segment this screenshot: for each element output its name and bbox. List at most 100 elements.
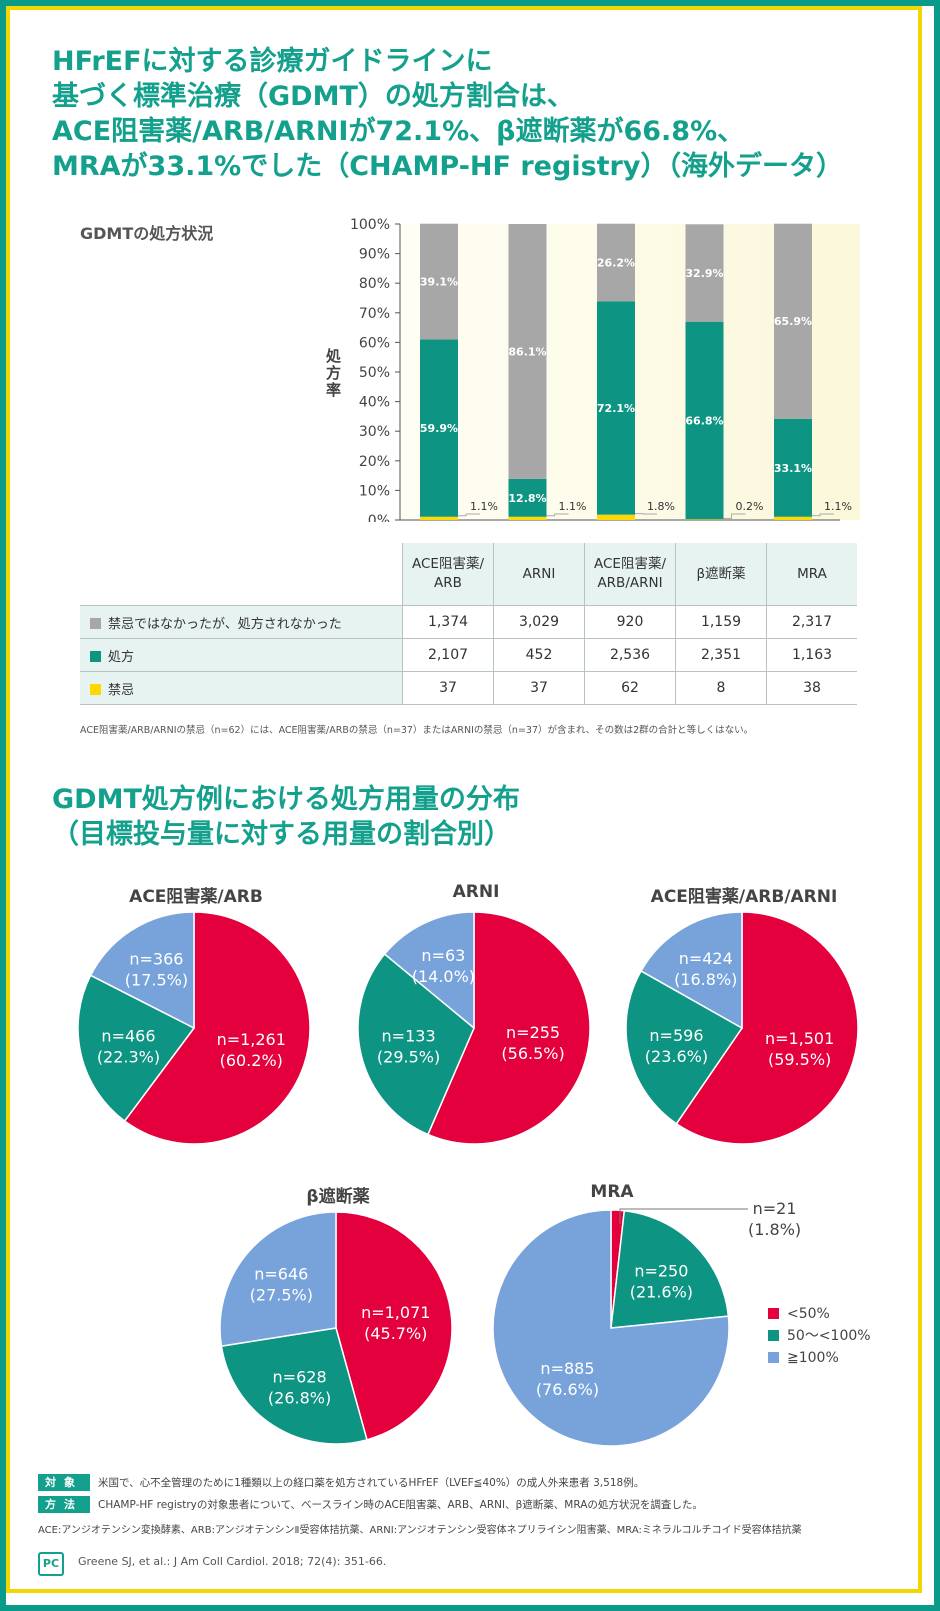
legend-item: ≧100%	[768, 1347, 871, 1369]
pie-n-label: n=628	[273, 1368, 327, 1387]
table-cell: 1,159	[675, 605, 767, 639]
table-row: 禁忌 37 37 62 8 38	[80, 671, 857, 705]
table-col-header: ACE阻害薬/ ARB	[402, 543, 494, 606]
inner-frame	[6, 6, 922, 1593]
contraindication-label: 0.2%	[736, 500, 764, 513]
table-cell: 2,536	[584, 638, 676, 672]
pie-title: ACE阻害薬/ARB	[129, 887, 263, 907]
bar-segment	[774, 516, 812, 520]
table-cell: 3,029	[493, 605, 585, 639]
method-tag: 方法	[38, 1496, 90, 1513]
pie-n-label: n=63	[421, 946, 465, 965]
pie-pct-label: (45.7%)	[364, 1324, 427, 1343]
pie-chart: n=255 (56.5%) n=133 (29.5%) n=63 (14.0%)	[357, 911, 591, 1145]
bar-segment	[508, 478, 547, 517]
pie-n-label: n=1,501	[765, 1029, 834, 1048]
table-cell: 1,163	[766, 638, 857, 672]
table-cell: 1,374	[402, 605, 494, 639]
legend-swatch-yellow	[90, 683, 101, 695]
table-cell: 452	[493, 638, 585, 672]
row-label-text: 処方	[108, 649, 135, 665]
bar-segment	[685, 224, 724, 322]
table-row-label: 処方	[80, 638, 403, 672]
row-label-text: 禁忌ではなかったが、処方されなかった	[108, 616, 342, 632]
pie-title: ACE阻害薬/ARB/ARNI	[650, 887, 838, 907]
bar-value-label: 65.9%	[774, 315, 812, 328]
pie-n-label: n=1,261	[217, 1030, 286, 1049]
pie-n-label: n=366	[129, 950, 183, 969]
pie-n-label: n=255	[506, 1023, 560, 1042]
pie-slice	[357, 953, 475, 1136]
pie-chart: n=1,071 (45.7%) n=628 (26.8%) n=646 (27.5%)	[219, 1211, 453, 1445]
y-tick-label: 70%	[359, 306, 390, 322]
bar-value-label: 86.1%	[508, 345, 546, 358]
callout-pct: (1.8%)	[748, 1220, 802, 1239]
pie-n-label: n=1,071	[361, 1303, 430, 1322]
pie-pct-label: (60.2%)	[220, 1051, 283, 1070]
legend-item: <50%	[768, 1303, 871, 1325]
pie-chart: n=1,261 (60.2%) n=466 (22.3%) n=366 (17.5%)	[77, 911, 311, 1145]
y-tick-label: 0%	[368, 513, 390, 522]
bar-segment	[774, 223, 812, 419]
bar-segment	[508, 224, 547, 479]
pie-slice	[675, 911, 859, 1145]
bar-segment	[508, 516, 547, 520]
legend-label: 50～<100%	[787, 1328, 871, 1344]
y-tick-label: 60%	[359, 335, 390, 351]
row-label-text: 禁忌	[108, 682, 135, 698]
pie-slice	[383, 911, 475, 1030]
table-col-header: MRA	[766, 543, 857, 606]
bar-value-label: 26.2%	[597, 256, 635, 269]
pie-n-label: n=596	[649, 1026, 703, 1045]
y-tick-label: 40%	[359, 395, 390, 411]
table-row-label: 禁忌ではなかったが、処方されなかった	[80, 605, 403, 639]
pie-n-label: n=885	[540, 1359, 594, 1378]
pie-slice	[77, 974, 196, 1123]
callout-n: n=21	[752, 1199, 797, 1218]
abbreviations: ACE:アンジオテンシン変換酵素、ARB:アンジオテンシンⅡ受容体拮抗薬、ARN…	[38, 1525, 802, 1536]
pie-title: β遮断薬	[306, 1187, 370, 1207]
leader-line	[458, 513, 480, 517]
table-cell: 920	[584, 605, 676, 639]
legend-swatch-teal	[90, 650, 101, 662]
pie-title: MRA	[590, 1182, 634, 1202]
bar-segment	[597, 223, 635, 302]
bar-segment	[685, 519, 724, 521]
pie-slice	[610, 1209, 730, 1329]
contraindication-label: 1.1%	[559, 500, 587, 513]
table-col-header: β遮断薬	[675, 543, 767, 606]
headline-line: （目標投与量に対する用量の割合別）	[52, 819, 511, 850]
pie-pct-label: (22.3%)	[97, 1047, 160, 1066]
pie-pct-label: (26.8%)	[268, 1389, 331, 1408]
table-footnote: ACE阻害薬/ARB/ARNIの禁忌（n=62）には、ACE阻害薬/ARBの禁忌…	[80, 725, 754, 736]
leader-line	[812, 513, 834, 517]
bar-chart-title: GDMTの処方状況	[80, 224, 214, 243]
bar-chart: 0% 10% 20% 30% 40% 50% 60% 70% 80% 90% 100% 59.9% 39…	[350, 217, 860, 522]
pie-slice	[219, 1211, 337, 1348]
table-cell: 8	[675, 671, 767, 705]
pie-pct-label: (16.8%)	[674, 970, 737, 989]
pie-n-label: n=250	[634, 1261, 688, 1280]
pie-pct-label: (59.5%)	[768, 1050, 831, 1069]
table-cell: 62	[584, 671, 676, 705]
pie-slice	[625, 969, 744, 1125]
citation: Greene SJ, et al.: J Am Coll Cardiol. 20…	[78, 1555, 387, 1568]
y-tick-label: 90%	[359, 247, 390, 263]
contraindication-label: 1.1%	[470, 500, 498, 513]
pie-pct-label: (17.5%)	[125, 971, 188, 990]
table-cell: 37	[493, 671, 585, 705]
pie-n-label: n=646	[254, 1264, 308, 1283]
bar-value-label: 12.8%	[508, 492, 546, 505]
bar-value-label: 39.1%	[420, 276, 458, 289]
section-headline: GDMT処方例における処方用量の分布 （目標投与量に対する用量の割合別）	[52, 782, 520, 852]
pc-logo: PC	[38, 1552, 64, 1576]
legend-swatch-red	[768, 1308, 779, 1319]
y-tick-label: 50%	[359, 365, 390, 381]
table-cell: 2,107	[402, 638, 494, 672]
table-row-label: 禁忌	[80, 671, 403, 705]
leader-line	[723, 513, 746, 519]
bar-segment	[774, 418, 812, 517]
bar-segment	[420, 223, 458, 340]
pie-pct-label: (76.6%)	[536, 1380, 599, 1399]
leader-line	[546, 513, 569, 517]
